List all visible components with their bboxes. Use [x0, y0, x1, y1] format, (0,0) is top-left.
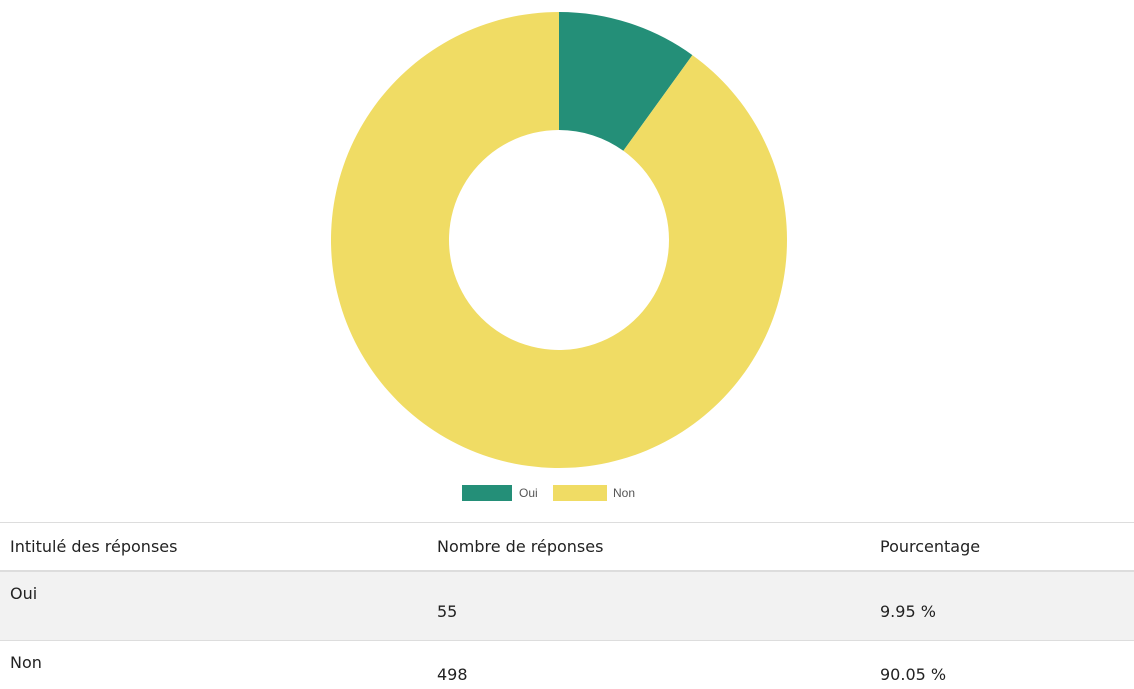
cell: 498 — [437, 665, 468, 684]
slice — [559, 12, 693, 151]
cell: 90.05 % — [880, 665, 947, 684]
legend-swatch — [553, 485, 607, 501]
header-cell: Nombre de réponses — [437, 537, 604, 556]
table-header: Intitulé des réponses Nombre de réponses… — [0, 523, 1134, 572]
legend-swatch — [462, 485, 512, 501]
cell: Oui — [10, 584, 38, 603]
cell: Non — [10, 653, 42, 672]
table: Intitulé des réponses Nombre de réponses… — [0, 522, 1134, 689]
header-cell: Pourcentage — [880, 537, 981, 556]
cell: 55 — [437, 602, 458, 621]
legend-label: Oui — [519, 486, 538, 500]
header-cell: Intitulé des réponses — [10, 537, 178, 556]
legend-label: Non — [613, 486, 635, 500]
slice — [331, 12, 787, 468]
table-row: Oui 55 9.95 % — [0, 572, 1134, 641]
cell: 9.95 % — [880, 602, 936, 621]
chart: Oui Non — [331, 12, 787, 501]
table-row: Non 498 90.05 % — [0, 641, 1134, 689]
